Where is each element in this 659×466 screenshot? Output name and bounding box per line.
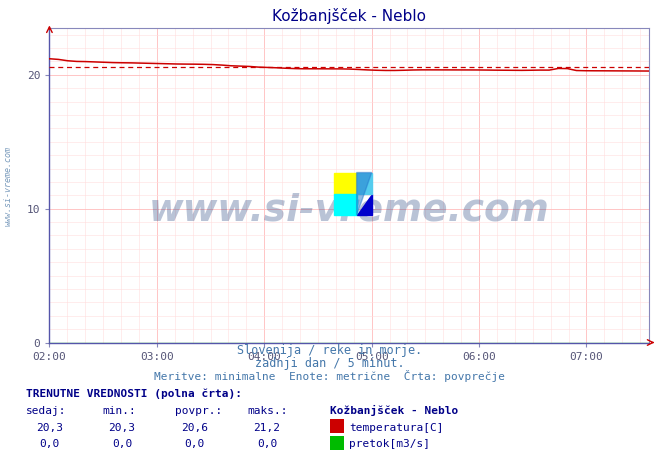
Text: temperatura[C]: temperatura[C] <box>349 423 444 432</box>
Polygon shape <box>357 172 372 215</box>
Text: sedaj:: sedaj: <box>26 406 67 416</box>
Text: TRENUTNE VREDNOSTI (polna črta):: TRENUTNE VREDNOSTI (polna črta): <box>26 389 243 399</box>
Text: Slovenija / reke in morje.: Slovenija / reke in morje. <box>237 344 422 357</box>
Text: 20,6: 20,6 <box>181 423 208 432</box>
Text: maks.:: maks.: <box>247 406 287 416</box>
Text: Meritve: minimalne  Enote: metrične  Črta: povprečje: Meritve: minimalne Enote: metrične Črta:… <box>154 370 505 382</box>
Text: 21,2: 21,2 <box>254 423 280 432</box>
Text: pretok[m3/s]: pretok[m3/s] <box>349 439 430 449</box>
Text: min.:: min.: <box>102 406 136 416</box>
Text: 20,3: 20,3 <box>109 423 135 432</box>
Bar <box>334 194 357 215</box>
Polygon shape <box>357 172 372 194</box>
Text: 0,0: 0,0 <box>112 439 132 449</box>
Text: 0,0: 0,0 <box>257 439 277 449</box>
Text: zadnji dan / 5 minut.: zadnji dan / 5 minut. <box>254 357 405 370</box>
Text: www.si-vreme.com: www.si-vreme.com <box>4 146 13 226</box>
Text: 20,3: 20,3 <box>36 423 63 432</box>
Polygon shape <box>357 194 372 215</box>
Text: 0,0: 0,0 <box>185 439 204 449</box>
Title: Kožbanjšček - Neblo: Kožbanjšček - Neblo <box>272 8 426 24</box>
Text: www.si-vreme.com: www.si-vreme.com <box>149 192 550 228</box>
Text: povpr.:: povpr.: <box>175 406 222 416</box>
Bar <box>334 172 357 194</box>
Text: 0,0: 0,0 <box>40 439 59 449</box>
Text: Kožbanjšček - Neblo: Kožbanjšček - Neblo <box>330 405 458 416</box>
